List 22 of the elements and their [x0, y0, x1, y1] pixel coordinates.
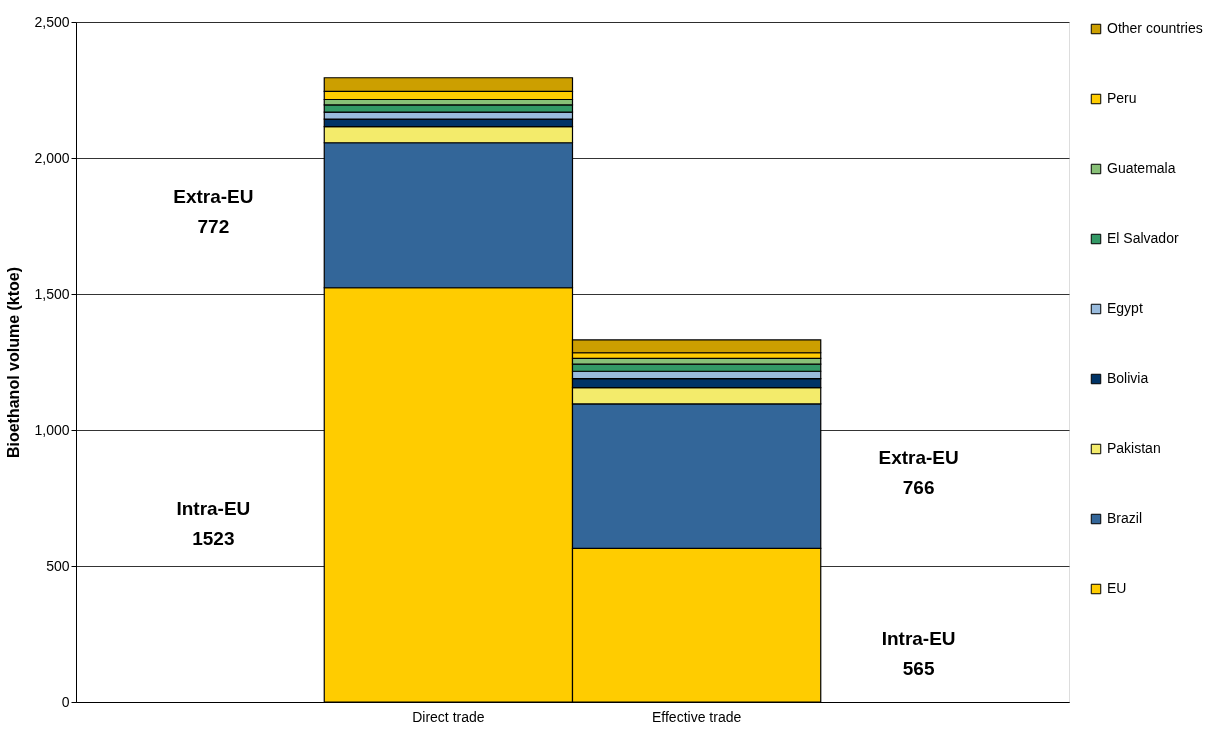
legend-label: Bolivia — [1107, 370, 1149, 386]
annotation: Intra-EU 1523 — [176, 497, 251, 549]
y-tick-label: 500 — [46, 557, 70, 574]
y-tick-label: 2,000 — [34, 149, 70, 166]
y-axis-title: Bioethanol volume (ktoe) — [5, 266, 23, 459]
y-tick-label: 1,000 — [34, 421, 70, 438]
annotation: Extra-EU 772 — [173, 185, 254, 237]
x-tick-label: Effective trade — [652, 708, 742, 725]
legend-label: Egypt — [1107, 300, 1143, 316]
y-tick-label: 2,500 — [34, 13, 70, 30]
annotation: Extra-EU 766 — [878, 447, 959, 499]
legend-label: Brazil — [1107, 510, 1143, 526]
legend-label: Peru — [1107, 90, 1137, 106]
legend-label: EU — [1107, 580, 1127, 596]
y-tick-label: 0 — [61, 693, 70, 710]
legend-label: Pakistan — [1107, 440, 1161, 456]
y-tick-label: 1,500 — [34, 285, 70, 302]
legend-label: El Salvador — [1107, 230, 1179, 246]
legend-label: Other countries — [1107, 20, 1203, 36]
x-tick-label: Direct trade — [412, 708, 485, 725]
legend-label: Guatemala — [1107, 160, 1176, 176]
annotation: Intra-EU 565 — [881, 628, 956, 680]
